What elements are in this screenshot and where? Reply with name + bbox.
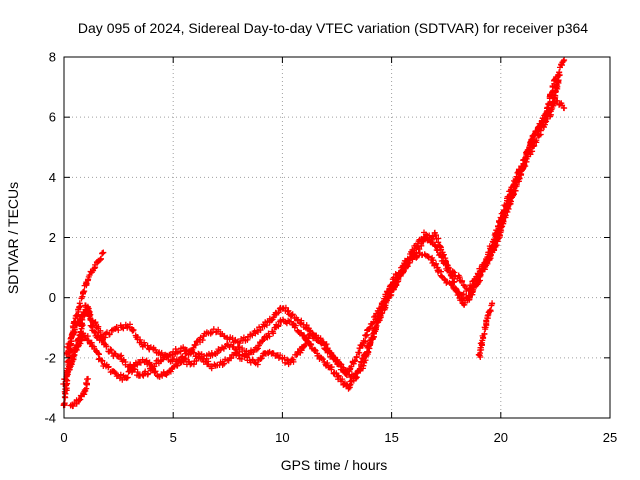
data-series (66, 72, 563, 383)
y-axis-label: SDTVAR / TECUs (5, 182, 21, 294)
data-series (60, 249, 107, 409)
data-series (67, 375, 92, 410)
data-layer (60, 57, 568, 410)
x-tick-label: 5 (170, 430, 177, 445)
data-marker-trace (60, 249, 107, 409)
y-tick-label: 0 (49, 290, 56, 305)
data-series (475, 300, 496, 360)
y-tick-label: -4 (44, 411, 56, 426)
x-tick-label: 15 (384, 430, 398, 445)
data-marker-trace (63, 57, 568, 375)
data-series (60, 97, 568, 392)
x-tick-label: 25 (603, 430, 617, 445)
y-tick-label: -2 (44, 350, 56, 365)
y-tick-label: 2 (49, 230, 56, 245)
data-marker-trace (60, 97, 568, 392)
data-marker-trace (66, 72, 563, 383)
y-tick-label: 4 (49, 170, 56, 185)
y-tick-label: 8 (49, 50, 56, 65)
chart-title: Day 095 of 2024, Sidereal Day-to-day VTE… (78, 20, 588, 36)
data-series (63, 57, 568, 375)
x-tick-label: 20 (494, 430, 508, 445)
tick-layer: 0 5 10 15 20 25 -4 -2 0 2 4 6 8 (44, 50, 617, 446)
data-marker-trace (67, 375, 92, 410)
x-axis-label: GPS time / hours (281, 457, 388, 473)
x-tick-label: 0 (60, 430, 67, 445)
x-tick-label: 10 (275, 430, 289, 445)
data-marker-trace (475, 300, 496, 360)
y-tick-label: 6 (49, 110, 56, 125)
